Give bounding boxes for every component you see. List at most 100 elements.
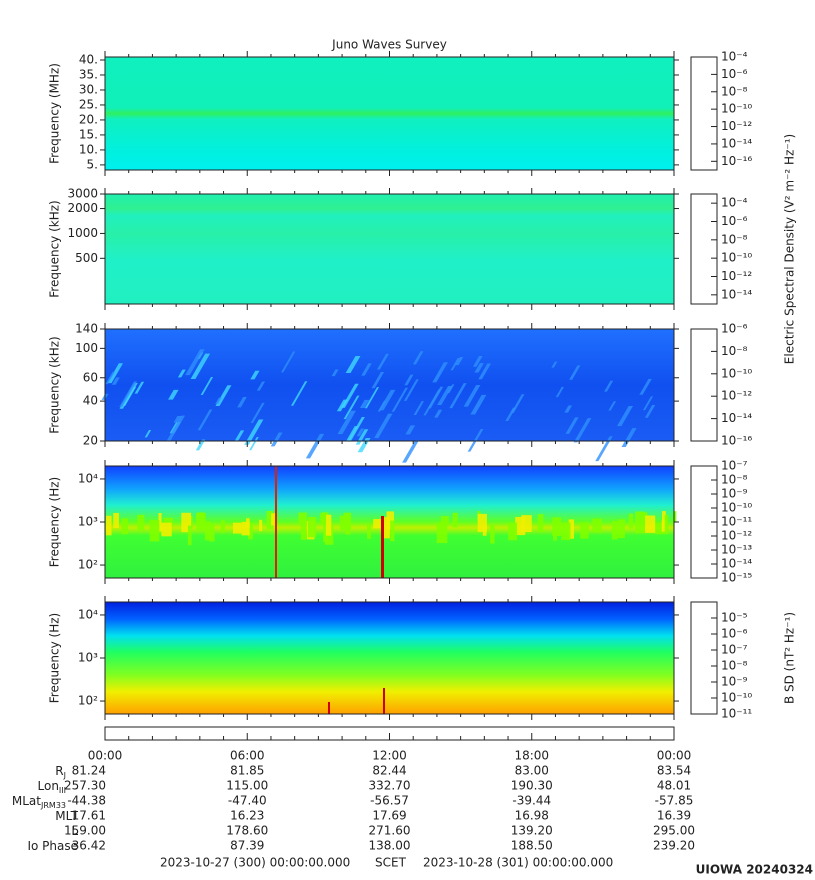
colorbar-tick-label: 10⁻⁶ <box>721 214 748 228</box>
ephemeris-label-text: MLT <box>55 809 78 823</box>
spectrogram-texture <box>177 369 186 378</box>
ephemeris-label-text: R <box>55 764 63 778</box>
spectrogram-texture <box>374 413 393 438</box>
spectrogram-texture <box>323 522 328 543</box>
spectrogram-texture <box>440 516 449 526</box>
colorbar-tick-label: 10⁻⁴ <box>721 50 748 64</box>
ephemeris-label: LonIII <box>38 779 67 795</box>
colorbar-tick-label: 10⁻⁷ <box>721 459 748 473</box>
spectrogram-texture <box>343 395 360 420</box>
ephemeris-value: 271.60 <box>369 824 411 838</box>
colorbar-tick-label: 10⁻⁸ <box>721 344 748 358</box>
spectrogram-texture <box>569 365 581 380</box>
colorbar <box>690 193 718 305</box>
spectrogram-texture <box>166 415 186 441</box>
y-tick-label: 3000 <box>67 187 98 201</box>
spectrogram-texture <box>337 410 356 435</box>
colorbar-tick-label: 10⁻¹² <box>721 269 752 283</box>
ephemeris-value: 83.54 <box>657 764 691 778</box>
colorbar-tick-label: 10⁻⁷ <box>721 643 748 657</box>
colorbar-tick-label: 10⁻¹⁶ <box>721 154 752 168</box>
spectrogram-texture <box>470 394 487 415</box>
spectrogram-texture <box>616 405 634 427</box>
spectrogram-texture <box>307 517 317 538</box>
spectrogram-texture <box>241 521 250 536</box>
spectrogram-texture <box>604 380 614 392</box>
spectrogram-texture <box>413 401 424 415</box>
chart-title: Juno Waves Survey <box>331 38 447 52</box>
spectrogram-texture <box>359 399 370 409</box>
colorbar-tick-label: 10⁻⁸ <box>721 84 748 98</box>
ephemeris-label-sub: JRM33 <box>40 801 66 810</box>
colorbar-tick-label: 10⁻⁶ <box>721 67 748 81</box>
spectrogram-texture <box>107 363 124 384</box>
spectrogram-texture <box>673 511 677 523</box>
spectrogram-texture <box>250 402 265 424</box>
spectrogram-texture <box>477 513 487 532</box>
y-tick-label: 500 <box>75 251 98 265</box>
y-tick-label: 1000 <box>67 226 98 240</box>
spectrogram-texture <box>347 416 365 442</box>
spectrogram-texture <box>662 511 666 528</box>
spectrogram-texture <box>371 372 385 389</box>
ephemeris-value: 16.98 <box>515 809 549 823</box>
spectrogram-texture <box>113 512 119 529</box>
spectrogram-texture <box>617 519 625 539</box>
spectrogram-texture <box>434 409 443 418</box>
spectrogram-texture <box>450 358 460 371</box>
y-tick-label: 20. <box>79 112 98 126</box>
colorbar-tick-label: 10⁻⁹ <box>721 675 748 689</box>
ephemeris-label-text: Io Phase <box>27 839 78 853</box>
ephemeris-value: 36.42 <box>72 839 106 853</box>
y-tick-label: 10² <box>78 694 98 708</box>
colorbar-tick-label: 10⁻¹⁰ <box>721 102 752 116</box>
spectrogram-texture <box>463 385 481 407</box>
spectrogram-texture <box>173 416 182 423</box>
spectrogram-texture <box>328 702 330 714</box>
colorbar-tick-label: 10⁻⁶ <box>721 322 748 336</box>
colorbar-tick-label: 10⁻⁹ <box>721 487 748 501</box>
spectrogram-texture <box>185 349 205 376</box>
ephemeris-value: 295.00 <box>653 824 695 838</box>
spectrogram-texture <box>320 513 327 525</box>
spectrogram-texture <box>467 429 484 452</box>
ephemeris-value: 83.00 <box>515 764 549 778</box>
spectrogram-texture <box>357 437 371 453</box>
spectrogram-texture <box>654 522 666 535</box>
colorbar-tick-label: 10⁻¹¹ <box>721 707 752 721</box>
ephemeris-value: 188.50 <box>511 839 553 853</box>
y-axis-label: Frequency (kHz) <box>48 200 62 297</box>
spectrogram-texture <box>508 522 518 541</box>
spectrogram-texture <box>645 515 656 533</box>
spectrogram-texture <box>436 522 448 544</box>
y-axis-label: Frequency (kHz) <box>48 336 62 433</box>
spectrogram-texture <box>215 397 222 404</box>
x-tick-label: 18:00 <box>514 749 549 763</box>
ephemeris-label-text: Lon <box>38 779 59 793</box>
spectrogram-texture <box>275 466 277 578</box>
spectrogram-texture <box>403 379 419 401</box>
colorbar-frame <box>690 601 718 715</box>
ephemeris-value: 138.00 <box>369 839 411 853</box>
colorbar-tick-label: 10⁻¹⁴ <box>721 557 752 571</box>
spectrogram-texture <box>187 525 192 546</box>
colorbar-tick-label: 10⁻¹⁴ <box>721 136 752 150</box>
colorbar-tick-label: 10⁻¹⁵ <box>721 571 752 585</box>
ephemeris-value: 257.30 <box>64 779 106 793</box>
spectrogram-texture <box>580 522 589 539</box>
spectrogram-texture <box>592 518 602 533</box>
spectrogram-texture <box>573 418 592 443</box>
spectrogram-texture <box>568 519 575 539</box>
spectrogram-texture <box>158 513 162 532</box>
spectrogram-texture <box>356 428 365 437</box>
spectrogram-texture <box>331 369 339 377</box>
spectrogram-texture <box>111 377 120 385</box>
spectrogram-texture <box>237 397 247 408</box>
spectrogram-texture <box>345 520 351 535</box>
y-tick-label: 25. <box>79 97 98 111</box>
colorbar-tick-label: 10⁻¹⁴ <box>721 287 752 301</box>
spectrogram-texture <box>290 381 308 406</box>
spectrogram-texture <box>423 389 441 416</box>
x-tick-label: 00:00 <box>657 749 692 763</box>
